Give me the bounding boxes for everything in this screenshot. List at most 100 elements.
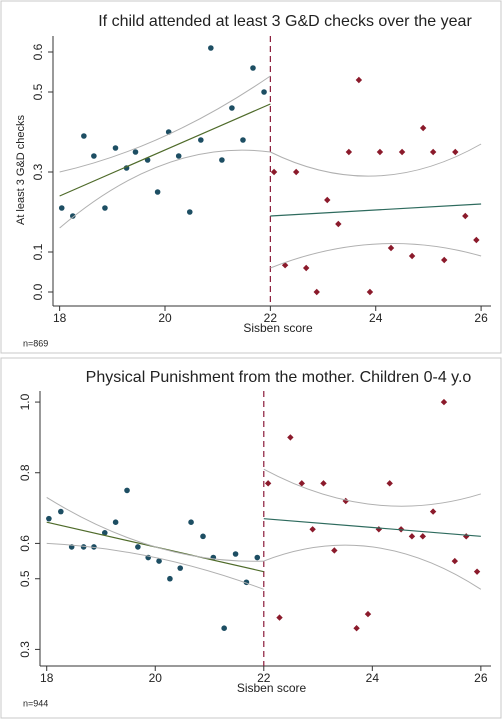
point — [355, 76, 363, 84]
point — [175, 153, 182, 159]
fit-line — [263, 518, 481, 537]
note: n=869 — [23, 338, 48, 348]
point — [232, 551, 239, 557]
point — [320, 480, 327, 487]
point — [177, 565, 184, 571]
point — [186, 209, 193, 215]
point — [219, 157, 225, 163]
x-axis-label: Sisben score — [237, 681, 307, 695]
point — [112, 519, 119, 525]
point — [298, 480, 305, 487]
x-tick-label: 26 — [474, 311, 488, 325]
y-tick-label: 1.0 — [18, 393, 32, 410]
point — [276, 614, 283, 621]
chart-title: Physical Punishment from the mother. Chi… — [86, 369, 472, 386]
point — [81, 133, 87, 139]
x-tick-label: 20 — [149, 671, 163, 685]
point — [376, 148, 384, 156]
x-tick-label: 18 — [53, 311, 67, 325]
fit-line — [59, 103, 271, 197]
point — [398, 148, 406, 156]
point — [188, 519, 194, 525]
point — [375, 526, 383, 533]
point — [419, 533, 426, 540]
point — [264, 480, 272, 487]
confidence-band — [270, 143, 482, 177]
confidence-band — [46, 542, 264, 590]
point — [462, 212, 469, 220]
point — [198, 137, 204, 143]
point — [200, 533, 206, 540]
point — [452, 148, 459, 156]
panel-frame — [0, 357, 502, 719]
point — [254, 554, 261, 561]
y-tick-label: 0.3 — [18, 641, 32, 658]
y-tick-label: 0.6 — [18, 535, 32, 552]
point — [240, 137, 246, 143]
point — [135, 544, 141, 550]
point — [302, 264, 310, 272]
point — [156, 558, 162, 564]
point — [429, 148, 437, 156]
y-tick-label: 0.3 — [31, 163, 45, 180]
point — [313, 288, 320, 296]
point — [364, 610, 372, 618]
x-tick-label: 26 — [474, 671, 488, 685]
panel-frame — [0, 0, 502, 354]
point — [250, 65, 256, 71]
point — [91, 153, 97, 159]
point — [331, 547, 338, 554]
point — [270, 168, 278, 176]
confidence-band — [263, 544, 482, 590]
point — [324, 196, 331, 204]
confidence-band — [46, 497, 264, 562]
x-tick-label: 24 — [369, 311, 383, 325]
point — [441, 256, 448, 264]
point — [70, 213, 76, 219]
fit-line — [270, 203, 482, 217]
confidence-band — [263, 468, 482, 507]
point — [309, 526, 316, 533]
y-tick-label: 0.8 — [18, 464, 32, 481]
point — [124, 487, 130, 494]
y-tick-label: 0.6 — [31, 43, 45, 60]
point — [154, 189, 161, 195]
x-tick-label: 22 — [264, 311, 278, 325]
point — [167, 575, 173, 582]
point — [473, 568, 481, 575]
point — [387, 244, 395, 252]
point — [366, 288, 374, 296]
chart-title: If child attended at least 3 G&D checks … — [98, 13, 472, 30]
confidence-band — [59, 75, 271, 173]
x-tick-label: 22 — [257, 671, 271, 685]
point — [281, 262, 289, 269]
point — [451, 557, 459, 565]
point — [440, 398, 448, 406]
point — [58, 205, 65, 211]
y-tick-label: 0.1 — [31, 243, 45, 260]
point — [429, 508, 437, 515]
point — [221, 625, 227, 631]
point — [353, 625, 360, 632]
point — [345, 148, 353, 156]
y-tick-label: 0.0 — [31, 283, 45, 300]
x-tick-label: 20 — [158, 311, 172, 325]
point — [112, 145, 119, 151]
point — [292, 168, 300, 176]
point — [287, 434, 294, 441]
point — [80, 544, 87, 550]
point — [419, 124, 427, 132]
point — [102, 205, 108, 211]
point — [408, 533, 416, 540]
x-axis-label: Sisben score — [243, 321, 313, 335]
y-tick-label: 0.5 — [18, 570, 32, 587]
confidence-band — [59, 149, 271, 229]
confidence-band — [270, 243, 482, 269]
y-axis-label: At least 3 G&D checks — [15, 114, 27, 225]
point — [261, 89, 267, 95]
point — [229, 105, 235, 111]
point — [473, 236, 480, 244]
note: n=944 — [23, 698, 48, 708]
